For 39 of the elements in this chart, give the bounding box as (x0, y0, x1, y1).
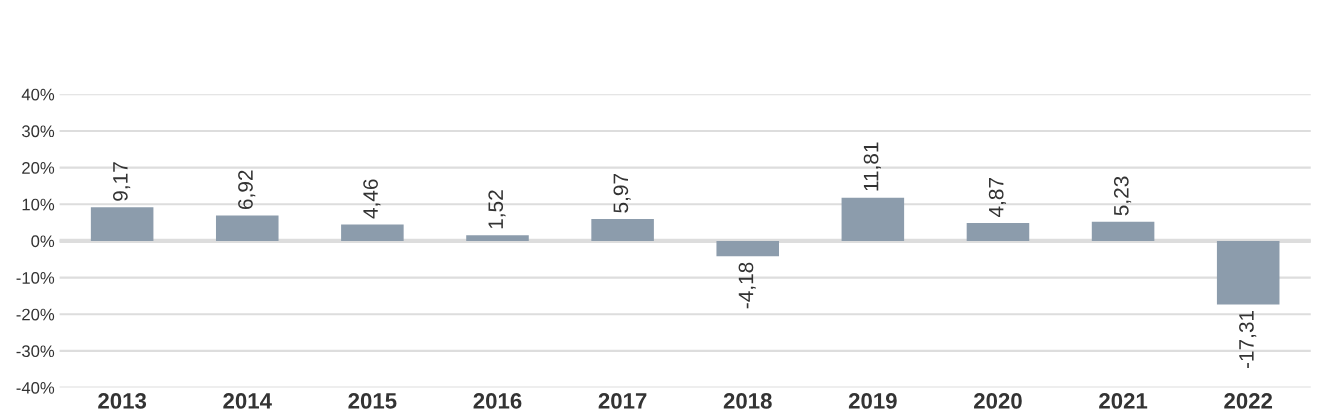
x-tick-label: 2016 (473, 393, 522, 409)
bar (1216, 240, 1280, 305)
y-tick-label: 40% (21, 88, 55, 101)
bar (466, 235, 529, 241)
y-tick-label: -40% (16, 381, 55, 394)
bar (215, 215, 279, 241)
y-tick-label: 30% (22, 125, 55, 138)
data-label: -4,18 (738, 262, 756, 309)
x-tick-label: 2020 (974, 393, 1022, 409)
bar (966, 223, 1030, 241)
y-tick-label: 20% (22, 162, 55, 174)
data-label: 6,92 (238, 170, 256, 209)
x-tick-label: 2013 (98, 393, 147, 409)
bar (90, 207, 154, 241)
y-tick-label: 10% (22, 198, 55, 211)
y-tick-label: -10% (16, 271, 55, 284)
x-tick-label: 2017 (598, 393, 647, 409)
bar (716, 240, 780, 257)
x-tick-label: 2018 (723, 393, 772, 409)
y-tick-label: 0% (31, 235, 55, 248)
x-tick-label: 2021 (1099, 393, 1148, 409)
data-label: 5,97 (613, 174, 631, 213)
data-label: 1,52 (488, 190, 506, 229)
x-tick-label: 2019 (848, 393, 897, 409)
x-tick-label: 2014 (223, 393, 272, 409)
data-label: 4,46 (363, 179, 381, 219)
bar (341, 224, 404, 241)
bar (841, 197, 905, 241)
y-tick-label: -30% (16, 345, 55, 358)
y-tick-label: -20% (16, 308, 55, 321)
data-label: -17,31 (1239, 310, 1257, 369)
bar (591, 219, 654, 241)
bar (1091, 221, 1155, 241)
data-label: 11,81 (863, 142, 881, 191)
x-tick-label: 2015 (348, 393, 397, 409)
data-label: 9,17 (112, 162, 131, 201)
data-label: 5,23 (1113, 176, 1132, 216)
x-tick-label: 2022 (1224, 393, 1273, 409)
data-label: 4,87 (988, 178, 1007, 218)
